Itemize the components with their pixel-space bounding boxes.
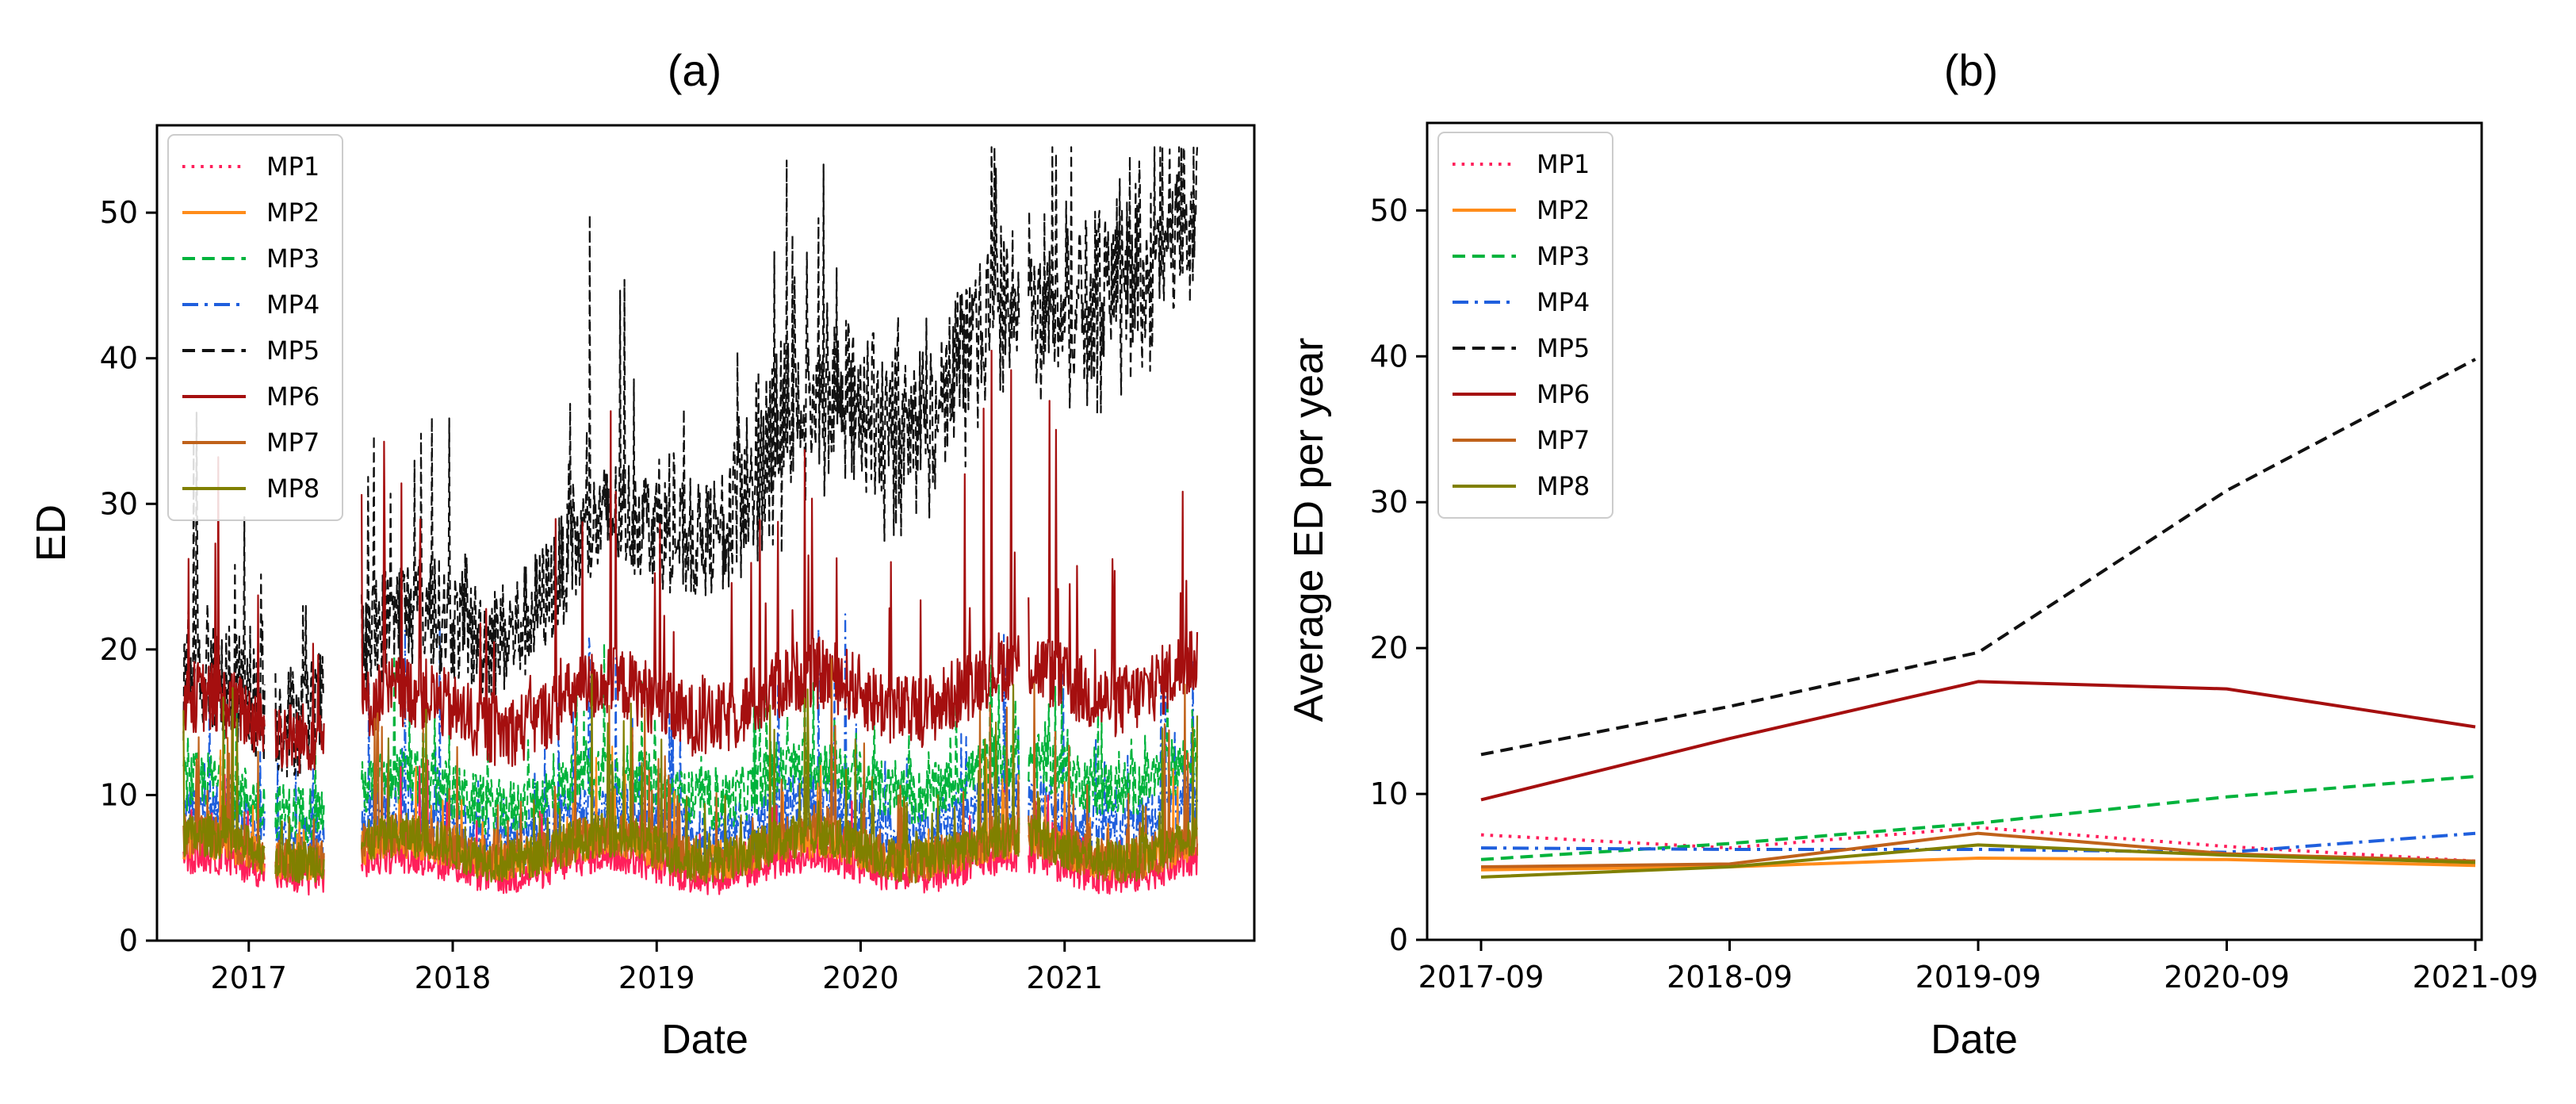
panel-a-series-mp8 — [182, 673, 1199, 884]
panel-b-y-tick-label: 10 — [1370, 776, 1408, 811]
panel-b-series-mp2 — [1480, 857, 2476, 872]
panel-a-y-tick-label: 50 — [100, 195, 138, 230]
panel-b-legend-label-mp8: MP8 — [1537, 471, 1590, 501]
panel-a-x-tick-label: 2021 — [1026, 960, 1103, 995]
panel-a-legend-box — [167, 134, 343, 521]
panel-a-legend-label-mp1: MP1 — [266, 151, 320, 182]
panel-b-series-mp3 — [1480, 775, 2476, 861]
panel-a-x-tick-label: 2018 — [415, 960, 492, 995]
panel-a-series-mp3 — [182, 611, 1199, 844]
panel-b-series-mp5 — [1480, 358, 2476, 757]
panel-b: (b) 2017-09 2018-09 2019-09 2020-09 2021-09 0… — [1286, 45, 2538, 1063]
panel-a-series-mp6 — [182, 349, 1199, 774]
panel-b-y-tick-label: 50 — [1370, 193, 1408, 228]
panel-a: (a) 2017 2018 2019 2020 2021 0 10 20 30 40 50 Date… — [29, 45, 1256, 1063]
panel-a-x-tick-label: 2019 — [618, 960, 695, 995]
panel-a-axis-ticks: 2017 2018 2019 2020 2021 0 10 20 30 40 50 — [100, 195, 1103, 995]
panel-b-title: (b) — [1944, 45, 1998, 95]
panel-a-legend: MP1 MP2 MP3 MP4 MP5 MP6 MP7 MP8 — [167, 134, 343, 521]
panel-b-x-tick-label: 2021-09 — [2413, 960, 2539, 995]
panel-b-series-mp4 — [1480, 831, 2476, 854]
panel-b-x-tick-label: 2019-09 — [1916, 960, 2042, 995]
panel-b-series-mp1 — [1480, 826, 2476, 863]
panel-a-y-tick-label: 10 — [100, 777, 138, 812]
panel-b-series-mp6 — [1480, 680, 2476, 802]
panel-b-legend-label-mp6: MP6 — [1537, 379, 1590, 409]
panel-b-axis-ticks: 2017-09 2018-09 2019-09 2020-09 2021-09 0 10 20… — [1370, 193, 2539, 995]
panel-b-y-tick-label: 20 — [1370, 631, 1408, 665]
panel-a-title: (a) — [668, 45, 722, 95]
panel-b-plot-frame — [1426, 121, 2483, 941]
panel-a-legend-label-mp7: MP7 — [266, 427, 320, 458]
panel-b-x-tick-label: 2020-09 — [2164, 960, 2290, 995]
panel-a-plot-frame — [155, 124, 1256, 942]
panel-b-x-tick-label: 2018-09 — [1667, 960, 1793, 995]
panel-b-legend-box — [1437, 132, 1613, 519]
panel-b-y-tick-label: 30 — [1370, 485, 1408, 519]
panel-a-legend-label-mp5: MP5 — [266, 335, 320, 366]
panel-b-legend-label-mp5: MP5 — [1537, 333, 1590, 363]
panel-a-legend-label-mp4: MP4 — [266, 289, 320, 320]
panel-b-series-mp8 — [1480, 843, 2476, 879]
panel-b-legend-label-mp2: MP2 — [1537, 195, 1590, 225]
panel-b-legend-label-mp4: MP4 — [1537, 287, 1590, 317]
panel-a-legend-label-mp2: MP2 — [266, 197, 320, 228]
panel-a-y-tick-label: 20 — [100, 632, 138, 667]
panel-a-legend-label-mp8: MP8 — [266, 473, 320, 504]
panel-a-legend-label-mp6: MP6 — [266, 381, 320, 412]
panel-a-y-axis-label: ED — [29, 504, 75, 562]
panel-a-y-tick-label: 30 — [100, 486, 138, 521]
panel-b-legend-label-mp1: MP1 — [1537, 149, 1590, 179]
panel-a-x-axis-label: Date — [661, 1017, 748, 1063]
panel-b-legend-label-mp7: MP7 — [1537, 425, 1590, 455]
panel-b-legend-label-mp3: MP3 — [1537, 241, 1590, 271]
panel-b-x-tick-label: 2017-09 — [1418, 960, 1544, 995]
panel-a-x-tick-label: 2017 — [210, 960, 287, 995]
panel-a-series-layer — [182, 146, 1199, 896]
panel-b-y-tick-label: 40 — [1370, 339, 1408, 374]
panel-a-y-tick-label: 0 — [119, 923, 138, 958]
panel-b-series-layer — [1480, 358, 2476, 879]
panel-b-y-axis-label: Average ED per year — [1286, 338, 1332, 723]
panel-b-legend: MP1 MP2 MP3 MP4 MP5 MP6 MP7 MP8 — [1437, 132, 1613, 519]
panel-a-y-tick-label: 40 — [100, 341, 138, 376]
panel-b-x-axis-label: Date — [1931, 1017, 2018, 1063]
panel-a-legend-label-mp3: MP3 — [266, 243, 320, 274]
panel-b-y-tick-label: 0 — [1389, 922, 1408, 957]
panel-a-x-tick-label: 2020 — [822, 960, 899, 995]
